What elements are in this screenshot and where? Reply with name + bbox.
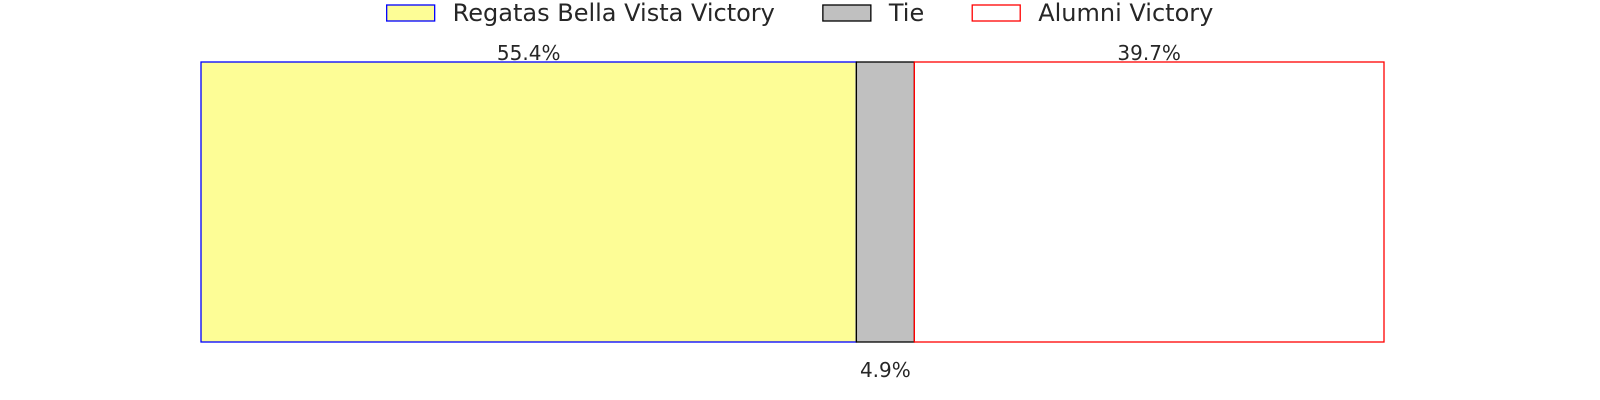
legend-swatch-tie — [822, 4, 872, 22]
bars — [200, 61, 1385, 343]
data-label-alumni-victory: 39.7% — [1117, 41, 1181, 65]
legend-item-tie: Tie — [822, 0, 924, 27]
legend-item-regatas-bella-vista-victory: Regatas Bella Vista Victory — [386, 0, 775, 27]
data-label-tie: 4.9% — [860, 358, 911, 382]
bar-segment-alumni-victory — [913, 61, 1385, 343]
legend-label-regatas-bella-vista-victory: Regatas Bella Vista Victory — [453, 0, 775, 27]
bar-segment-regatas-bella-vista-victory — [200, 61, 858, 343]
legend-swatch-regatas-bella-vista-victory — [386, 4, 436, 22]
legend-item-alumni-victory: Alumni Victory — [971, 0, 1213, 27]
bar-segment-tie — [855, 61, 915, 343]
legend-label-tie: Tie — [888, 0, 924, 27]
legend: Regatas Bella Vista Victory Tie Alumni Vic… — [386, 0, 1213, 27]
legend-swatch-alumni-victory — [971, 4, 1021, 22]
data-labels: 55.4% 4.9% 39.7% — [497, 41, 1181, 382]
legend-label-alumni-victory: Alumni Victory — [1038, 0, 1213, 27]
data-label-regatas-bella-vista-victory: 55.4% — [497, 41, 561, 65]
